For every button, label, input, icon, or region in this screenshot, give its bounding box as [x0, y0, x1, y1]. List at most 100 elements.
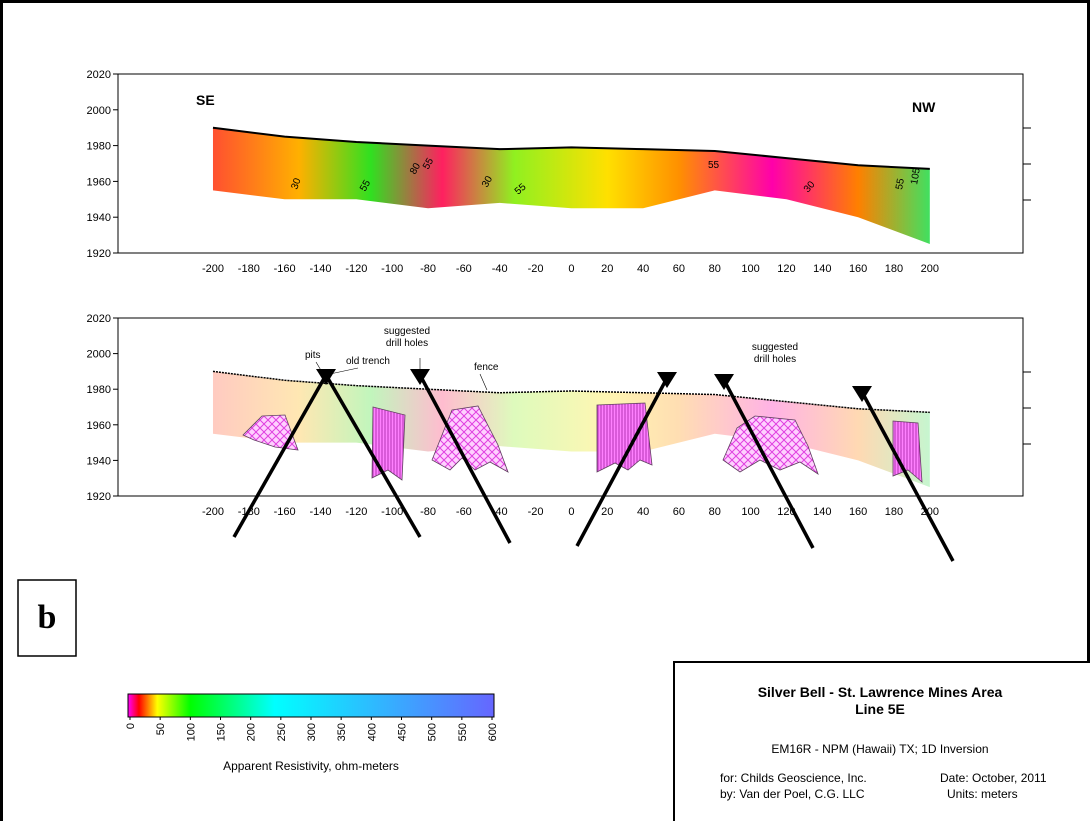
drill-hole — [575, 377, 669, 547]
target — [722, 415, 819, 476]
target — [371, 406, 406, 481]
x-tick-label: -160 — [274, 506, 296, 518]
colorbar-tick-label: 100 — [185, 723, 197, 741]
y-tick-label: 2000 — [87, 349, 111, 361]
title: Silver Bell - St. Lawrence Mines Area — [758, 684, 1003, 700]
drill-hole — [232, 374, 328, 538]
x-tick-label: 160 — [849, 506, 867, 518]
x-tick-label: 80 — [709, 263, 721, 275]
y-tick-label: 1960 — [87, 176, 111, 188]
y-tick-label: 1920 — [87, 248, 111, 260]
colorbar-tick-label: 450 — [397, 723, 409, 741]
method: EM16R - NPM (Hawaii) TX; 1D Inversion — [771, 742, 988, 756]
y-tick-label: 2020 — [87, 313, 111, 325]
x-tick-label: 60 — [673, 263, 685, 275]
colorbar-tick-label: 350 — [336, 723, 348, 741]
x-tick-label: 140 — [813, 506, 831, 518]
y-tick-label: 1980 — [87, 384, 111, 396]
contour-label: 55 — [894, 177, 907, 190]
x-tick-label: -180 — [238, 263, 260, 275]
x-tick-label: 200 — [921, 263, 939, 275]
contour-label: 30 — [289, 176, 303, 191]
drill-hole — [722, 379, 815, 549]
target — [431, 405, 509, 473]
contour-label: 30 — [480, 174, 495, 190]
annotation: suggested drill holes — [752, 342, 798, 365]
colorbar — [127, 693, 495, 718]
x-tick-label: 180 — [885, 506, 903, 518]
contour-label: 55 — [708, 160, 720, 171]
x-tick-label: -120 — [345, 263, 367, 275]
x-tick-label: 20 — [601, 263, 613, 275]
section-fill — [212, 127, 930, 245]
x-tick-label: 0 — [568, 506, 574, 518]
x-tick-label: -60 — [456, 506, 472, 518]
x-tick-label: -20 — [528, 506, 544, 518]
annotation: old trench — [346, 356, 390, 367]
contour-label: 55 — [421, 156, 436, 172]
y-tick-label: 2000 — [87, 105, 111, 117]
x-tick-label: 100 — [741, 263, 759, 275]
x-tick-label: -60 — [456, 263, 472, 275]
colorbar-tick-label: 600 — [487, 723, 499, 741]
panel-box — [17, 579, 77, 657]
annotation: suggested drill holes — [384, 326, 430, 349]
subtitle: Line 5E — [855, 701, 905, 717]
colorbar-tick-label: 300 — [306, 723, 318, 741]
x-tick-label: -100 — [381, 506, 403, 518]
target — [892, 420, 923, 483]
contour-label: 105 — [909, 167, 923, 186]
colorbar-tick-label: 200 — [246, 723, 258, 741]
y-tick-label: 1920 — [87, 491, 111, 503]
y-tick-label: 1980 — [87, 141, 111, 153]
x-tick-label: -120 — [345, 506, 367, 518]
y-tick-label: 2020 — [87, 69, 111, 81]
y-tick-label: 1960 — [87, 420, 111, 432]
x-tick-label: -80 — [420, 506, 436, 518]
colorbar-tick-label: 150 — [216, 723, 228, 741]
x-tick-label: 160 — [849, 263, 867, 275]
target — [242, 414, 299, 451]
y-tick-label: 1940 — [87, 212, 111, 224]
x-tick-label: 60 — [673, 506, 685, 518]
contour-label: 80 — [408, 161, 423, 177]
for: for: Childs Geoscience, Inc. — [720, 771, 867, 785]
leader — [329, 367, 359, 375]
x-tick-label: 80 — [709, 506, 721, 518]
colorbar-tick-label: 400 — [366, 723, 378, 741]
colorbar-tick-label: 500 — [427, 723, 439, 741]
drill-hole — [418, 374, 512, 544]
x-tick-label: -140 — [309, 263, 331, 275]
panel-label: b — [38, 599, 57, 636]
x-tick-label: -80 — [420, 263, 436, 275]
colorbar-label: Apparent Resistivity, ohm-meters — [223, 759, 399, 773]
x-tick-label: 140 — [813, 263, 831, 275]
colorbar-tick-label: 550 — [457, 723, 469, 741]
leader — [479, 373, 488, 391]
annotation: fence — [474, 362, 499, 373]
colorbar-tick-label: 50 — [155, 723, 167, 735]
x-tick-label: 40 — [637, 263, 649, 275]
x-tick-label: -200 — [202, 506, 224, 518]
x-tick-label: 100 — [741, 506, 759, 518]
by: by: Van der Poel, C.G. LLC — [720, 787, 865, 801]
x-tick-label: -140 — [309, 506, 331, 518]
drill-hole — [860, 391, 955, 562]
y-tick-label: 1940 — [87, 455, 111, 467]
x-tick-label: -200 — [202, 263, 224, 275]
drill-hole — [324, 374, 422, 538]
plot-frame — [117, 317, 1024, 497]
x-tick-label: 120 — [777, 263, 795, 275]
annotation: pits — [305, 350, 321, 361]
title-block — [673, 661, 1090, 826]
date: Date: October, 2011 — [940, 771, 1047, 785]
side-label: SE — [196, 92, 215, 108]
x-tick-label: 0 — [568, 263, 574, 275]
contour-label: 55 — [358, 178, 373, 194]
surface-line — [212, 126, 930, 170]
section-fill — [212, 371, 930, 488]
colorbar-tick-label: 0 — [125, 723, 137, 729]
x-tick-label: 20 — [601, 506, 613, 518]
x-tick-label: -160 — [274, 263, 296, 275]
